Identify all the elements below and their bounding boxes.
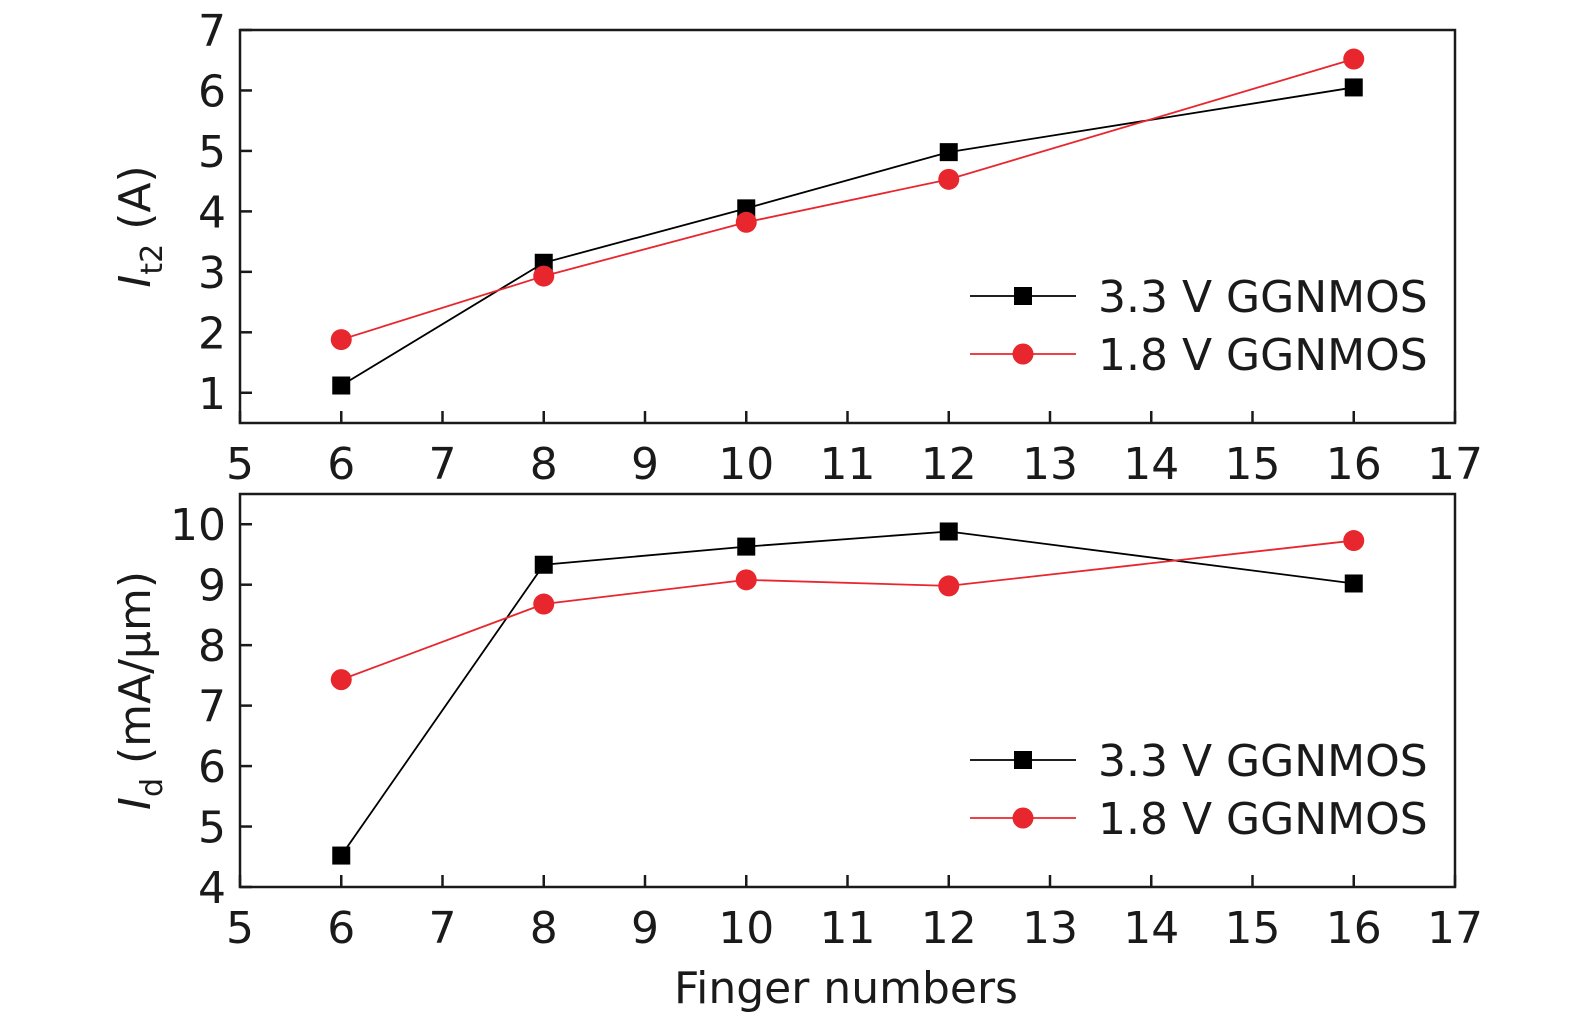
data-point-square (939, 143, 958, 162)
y-tick-label: 5 (198, 803, 226, 854)
x-tick-label: 6 (327, 439, 355, 490)
legend-marker-square (1014, 287, 1032, 305)
y-axis-label: It2 (A) (110, 165, 170, 287)
data-point-square (1344, 574, 1363, 593)
x-tick-label: 14 (1123, 439, 1179, 490)
data-point-square (737, 537, 756, 556)
x-tick-label: 13 (1022, 903, 1078, 954)
legend-label: 3.3 V GGNMOS (1098, 736, 1428, 787)
y-axis-label-symbol: I (110, 797, 161, 810)
legend-label: 1.8 V GGNMOS (1098, 330, 1428, 381)
x-tick-label: 11 (820, 903, 876, 954)
y-axis-label: Id (mA/μm) (110, 571, 170, 810)
data-point-circle (938, 575, 960, 597)
legend-label: 3.3 V GGNMOS (1098, 272, 1428, 323)
legend-marker-circle (1012, 807, 1034, 829)
x-tick-label: 13 (1022, 439, 1078, 490)
x-tick-label: 16 (1326, 903, 1382, 954)
x-tick-label: 8 (530, 903, 558, 954)
y-tick-label: 4 (198, 187, 226, 238)
x-tick-label: 15 (1225, 439, 1281, 490)
x-tick-label: 6 (327, 903, 355, 954)
data-point-circle (533, 593, 555, 615)
y-tick-label: 7 (198, 682, 226, 733)
x-tick-label: 9 (631, 903, 659, 954)
data-point-circle (735, 211, 757, 233)
y-tick-label: 5 (198, 127, 226, 178)
x-tick-label: 16 (1326, 439, 1382, 490)
x-tick-label: 17 (1427, 903, 1483, 954)
x-tick-label: 12 (921, 903, 977, 954)
data-point-circle (1343, 530, 1365, 552)
data-point-circle (1343, 48, 1365, 70)
x-tick-label: 14 (1123, 903, 1179, 954)
y-tick-label: 7 (198, 6, 226, 57)
y-tick-label: 9 (198, 561, 226, 612)
y-axis-label-symbol: I (110, 275, 161, 288)
y-tick-label: 6 (198, 742, 226, 793)
legend-marker-circle (1012, 343, 1034, 365)
y-axis-label-subscript: t2 (135, 244, 170, 275)
data-point-circle (330, 329, 352, 351)
legend-label: 1.8 V GGNMOS (1098, 794, 1428, 845)
x-tick-label: 12 (921, 439, 977, 490)
y-axis-label-unit: (A) (110, 165, 161, 243)
y-tick-label: 4 (198, 863, 226, 914)
x-tick-label: 10 (718, 903, 774, 954)
data-point-circle (938, 168, 960, 190)
y-tick-label: 8 (198, 621, 226, 672)
x-tick-label: 9 (631, 439, 659, 490)
x-tick-label: 8 (530, 439, 558, 490)
y-tick-label: 10 (170, 500, 226, 551)
x-tick-label: 7 (429, 439, 457, 490)
data-point-circle (735, 569, 757, 591)
y-tick-label: 2 (198, 308, 226, 359)
x-axis-label: Finger numbers (674, 963, 1018, 1014)
data-point-square (332, 846, 351, 865)
x-tick-label: 5 (226, 903, 254, 954)
data-point-square (332, 376, 351, 395)
x-tick-label: 15 (1225, 903, 1281, 954)
x-tick-label: 17 (1427, 439, 1483, 490)
series-line-2 (340, 539, 1354, 681)
data-point-square (939, 522, 958, 541)
y-axis-label-unit: (mA/μm) (110, 571, 161, 778)
y-tick-label: 3 (198, 248, 226, 299)
x-tick-label: 11 (820, 439, 876, 490)
y-tick-label: 1 (198, 369, 226, 420)
x-tick-label: 10 (718, 439, 774, 490)
data-point-circle (533, 265, 555, 287)
data-point-square (1344, 78, 1363, 97)
y-axis-label-subscript: d (135, 778, 170, 797)
y-tick-label: 6 (198, 66, 226, 117)
x-tick-label: 7 (429, 903, 457, 954)
x-tick-label: 5 (226, 439, 254, 490)
data-point-square (534, 555, 553, 574)
legend-marker-square (1014, 751, 1032, 769)
data-point-circle (330, 669, 352, 691)
